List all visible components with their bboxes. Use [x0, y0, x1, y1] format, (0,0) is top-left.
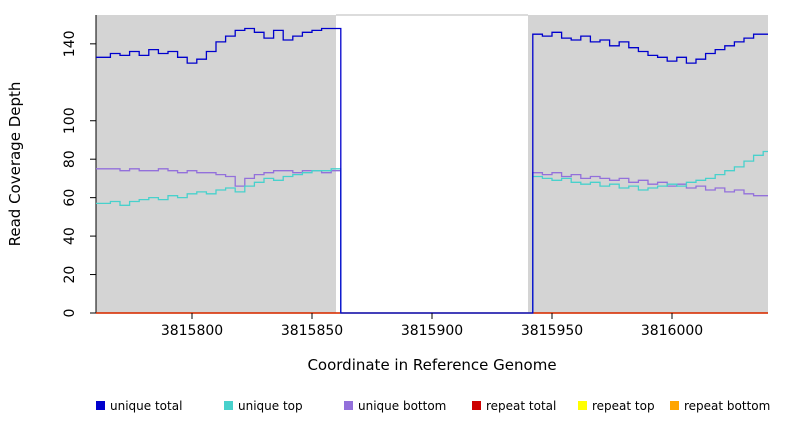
- legend: unique total unique top unique bottom repea…: [96, 399, 770, 413]
- legend-swatch-unique-bottom: [344, 401, 353, 410]
- legend-label-unique-bottom: unique bottom: [358, 399, 446, 413]
- y-tick-label: 100: [62, 107, 78, 134]
- legend-swatch-repeat-top: [578, 401, 587, 410]
- legend-swatch-unique-total: [96, 401, 105, 410]
- x-tick-label: 3816000: [641, 323, 703, 339]
- x-axis-title: Coordinate in Reference Genome: [307, 356, 556, 374]
- x-tick-label: 3815900: [401, 323, 463, 339]
- series-line-unique-total: [96, 27, 768, 314]
- legend-swatch-unique-top: [224, 401, 233, 410]
- y-axis-title: Read Coverage Depth: [6, 82, 24, 247]
- plot-panel-left: [96, 15, 336, 313]
- y-tick-label: 60: [62, 189, 78, 207]
- legend-label-repeat-total: repeat total: [486, 399, 556, 413]
- legend-label-repeat-bottom: repeat bottom: [684, 399, 770, 413]
- y-tick-label: 40: [62, 227, 78, 245]
- x-tick-label: 3815850: [281, 323, 343, 339]
- y-tick-label: 20: [62, 266, 78, 284]
- legend-label-unique-total: unique total: [110, 399, 182, 413]
- y-tick-label: 140: [62, 30, 78, 57]
- legend-swatch-repeat-bottom: [670, 401, 679, 410]
- y-tick-label: 0: [62, 309, 78, 318]
- legend-label-repeat-top: repeat top: [592, 399, 655, 413]
- legend-swatch-repeat-total: [472, 401, 481, 410]
- plot-background: [96, 14, 768, 313]
- y-tick-label: 80: [62, 150, 78, 168]
- x-tick-label: 3815950: [521, 323, 583, 339]
- legend-label-unique-top: unique top: [238, 399, 303, 413]
- x-tick-label: 3815800: [161, 323, 223, 339]
- axis-ticks-and-labels: 3815800 3815850 3815900 3815950 3816000 0 20 40…: [62, 30, 703, 339]
- series-lines: [96, 27, 768, 314]
- plot-panel-right: [528, 15, 768, 313]
